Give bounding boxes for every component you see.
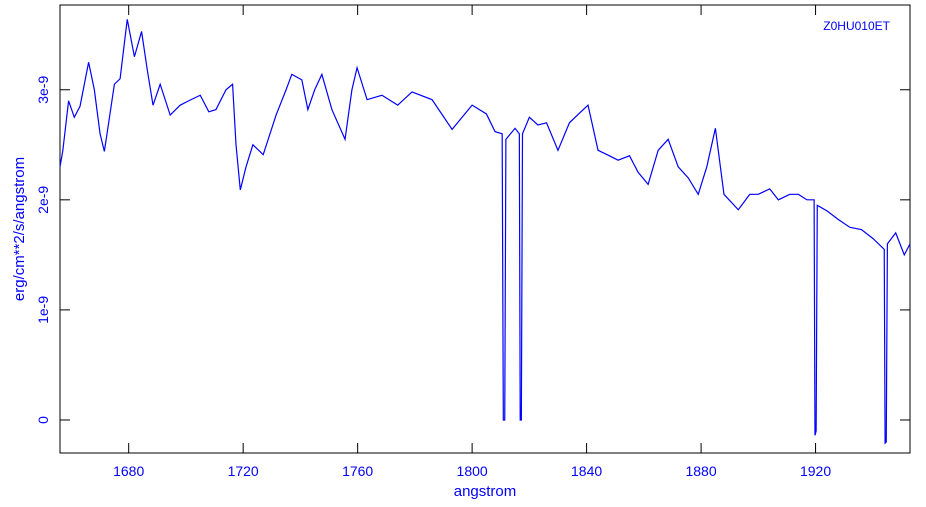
x-tick-label: 1880 [685,463,716,479]
plot-frame [59,4,911,454]
x-tick-label: 1720 [228,463,259,479]
y-tick-label: 3e-9 [35,76,51,104]
spectrum-line [59,19,911,445]
x-tick-label: 1840 [571,463,602,479]
x-axis-label: angstrom [454,483,517,500]
y-tick-label: 2e-9 [35,186,51,214]
x-tick-label: 1920 [800,463,831,479]
x-tick-label: 1680 [113,463,144,479]
y-axis-label: erg/cm**2/s/angstrom [11,157,28,301]
y-tick-label: 1e-9 [35,296,51,324]
x-tick-label: 1760 [342,463,373,479]
x-tick-label: 1800 [457,463,488,479]
annotation: Z0HU010ET [823,19,890,33]
y-tick-label: 0 [35,416,51,424]
